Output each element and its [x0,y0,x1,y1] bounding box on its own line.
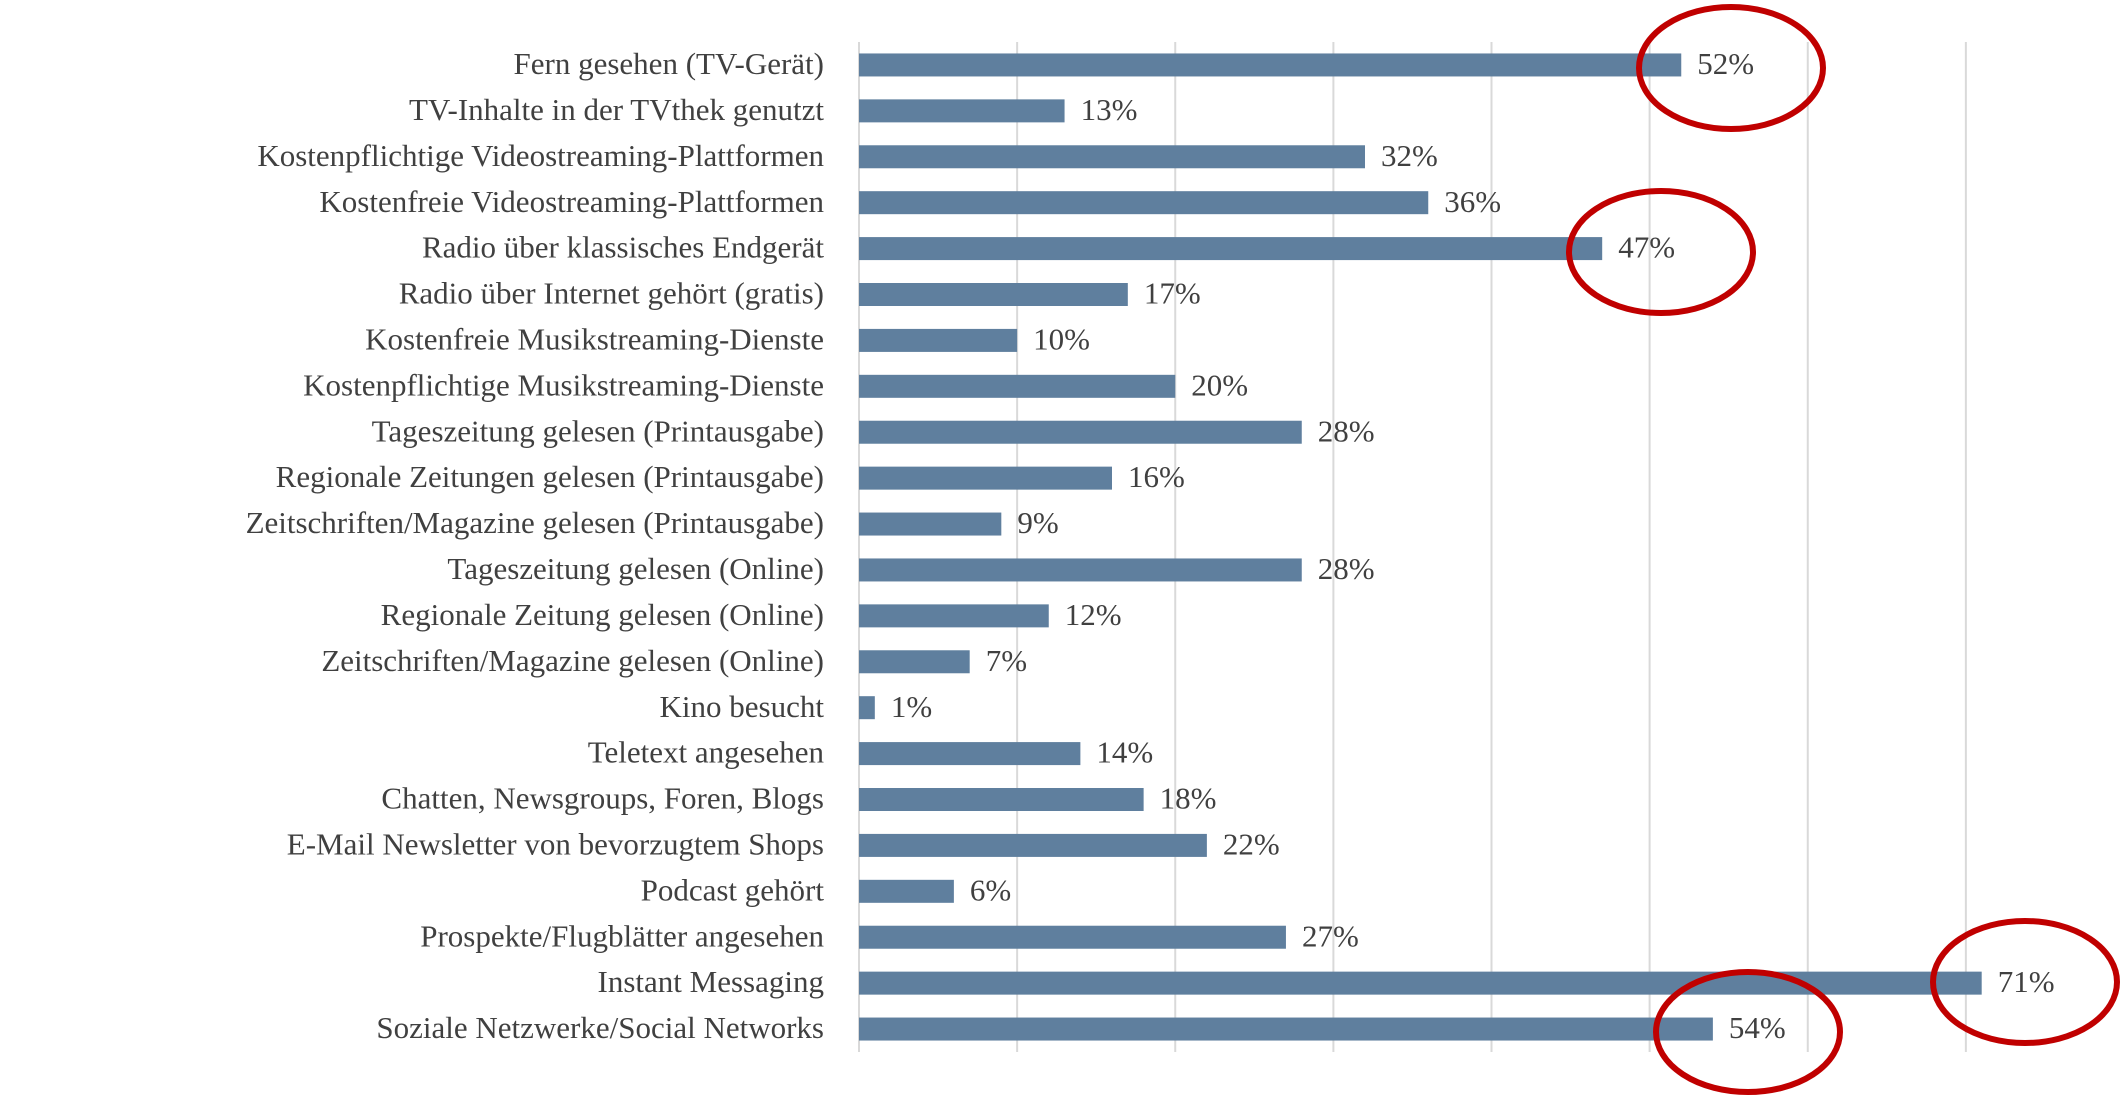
bar [859,925,1286,949]
bar [859,53,1682,77]
value-label: 13% [1081,92,1138,127]
bar [859,328,1018,352]
category-label: Tageszeitung gelesen (Online) [447,551,824,586]
bar [859,558,1302,582]
category-label: Kostenfreie Videostreaming-Plattformen [319,184,824,219]
value-label: 52% [1697,46,1754,81]
bar [859,283,1128,306]
bar [859,512,1002,536]
category-label: Zeitschriften/Magazine gelesen (Online) [321,643,824,678]
category-label: Chatten, Newsgroups, Foren, Blogs [381,781,824,816]
highlight-circle [1566,188,1756,316]
value-label: 14% [1096,735,1153,770]
value-label: 47% [1618,230,1675,265]
category-label: Radio über Internet gehört (gratis) [399,276,824,311]
value-label: 1% [891,689,932,724]
highlight-circle [1653,969,1843,1095]
value-label: 17% [1144,276,1201,311]
value-label: 12% [1065,597,1122,632]
value-label: 18% [1160,781,1217,816]
highlight-circle [1636,4,1826,132]
category-label: Radio über klassisches Endgerät [422,230,824,265]
category-label: Fern gesehen (TV-Gerät) [514,46,824,81]
category-label: Kostenpflichtige Videostreaming-Plattfor… [257,138,824,173]
value-label: 28% [1318,413,1375,448]
bar [859,145,1365,169]
bar [859,99,1065,123]
category-label: Instant Messaging [598,964,824,999]
value-label: 20% [1191,367,1248,402]
bar [859,374,1176,398]
bar [859,237,1603,261]
value-label: 6% [970,872,1011,907]
highlight-circles [1566,4,2120,1095]
value-label: 54% [1729,1010,1786,1045]
value-label: 71% [1998,964,2055,999]
bar [859,650,970,674]
value-label: 10% [1033,322,1090,357]
bar [859,696,875,720]
category-label: Soziale Netzwerke/Social Networks [376,1010,824,1045]
bar [859,1017,1713,1041]
category-label: Regionale Zeitung gelesen (Online) [381,597,824,632]
bar [859,604,1049,628]
category-label: Zeitschriften/Magazine gelesen (Printaus… [246,505,824,540]
value-label: 9% [1017,505,1058,540]
bar [859,788,1144,811]
bar [859,466,1112,490]
value-label: 7% [986,643,1027,678]
category-label: Regionale Zeitungen gelesen (Printausgab… [276,459,824,494]
category-label: Prospekte/Flugblätter angesehen [420,918,824,953]
category-label: Teletext angesehen [588,735,825,770]
bar [859,879,954,903]
category-label: E-Mail Newsletter von bevorzugtem Shops [287,827,824,862]
category-label: Kostenpflichtige Musikstreaming-Dienste [303,367,824,402]
category-label: TV-Inhalte in der TVthek genutzt [409,92,824,127]
value-label: 27% [1302,918,1359,953]
value-label: 32% [1381,138,1438,173]
highlight-circle [1930,918,2120,1046]
category-label: Kino besucht [660,689,825,724]
value-label: 28% [1318,551,1375,586]
value-label: 36% [1444,184,1501,219]
category-label: Kostenfreie Musikstreaming-Dienste [365,322,824,357]
bar [859,742,1081,766]
value-label: 16% [1128,459,1185,494]
bar [859,420,1302,444]
category-label: Podcast gehört [641,872,825,907]
category-label: Tageszeitung gelesen (Printausgabe) [372,413,824,448]
value-label: 22% [1223,827,1280,862]
bar [859,191,1429,215]
bar [859,833,1207,857]
